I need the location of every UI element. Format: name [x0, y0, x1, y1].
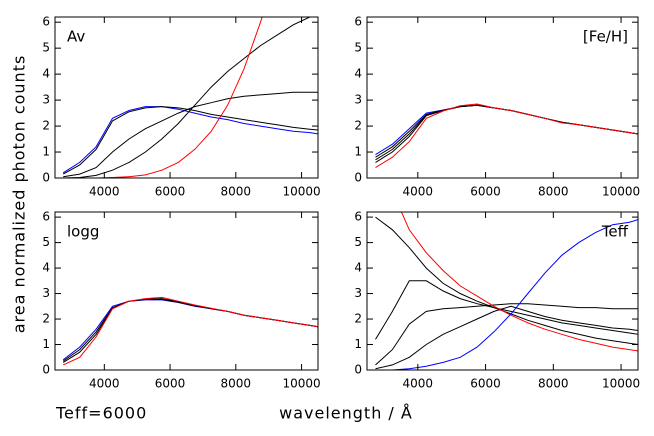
- spectrum-line: [63, 17, 312, 178]
- x-tick-label: 6000: [155, 377, 186, 391]
- annotation: Teff=6000: [55, 404, 147, 423]
- x-tick-label: 4000: [89, 377, 120, 391]
- y-tick-label: 0: [354, 363, 362, 377]
- y-tick-label: 6: [42, 210, 50, 224]
- x-tick-label: 4000: [403, 185, 434, 199]
- x-tick-label: 10000: [282, 185, 320, 199]
- spectrum-line: [63, 91, 318, 178]
- y-tick-label: 6: [354, 210, 362, 224]
- x-tick-label: 8000: [538, 377, 569, 391]
- plot-frame: [366, 211, 639, 371]
- plot-lines: [62, 17, 318, 178]
- x-tick-label: 10000: [602, 185, 640, 199]
- x-tick-label: 10000: [602, 377, 640, 391]
- y-tick-label: 3: [354, 93, 362, 107]
- y-tick-label: 5: [42, 235, 50, 249]
- y-tick-label: 6: [354, 15, 362, 29]
- y-tick-label: 5: [354, 235, 362, 249]
- y-axis-label: area normalized photon counts: [10, 55, 29, 334]
- spectrum-line: [62, 298, 318, 362]
- y-tick-label: 4: [42, 67, 50, 81]
- spectrum-line: [375, 303, 638, 366]
- spectrum-line: [375, 280, 638, 340]
- x-tick-label: 6000: [470, 377, 501, 391]
- plot-lines: [375, 212, 638, 370]
- x-tick-label: 4000: [89, 185, 120, 199]
- plot-frame: [366, 16, 639, 179]
- y-tick-label: 4: [42, 261, 50, 275]
- spectrum-line: [62, 106, 318, 175]
- spectrum-line: [62, 296, 318, 366]
- spectrum-line: [375, 305, 638, 370]
- y-tick-label: 0: [42, 171, 50, 185]
- y-tick-label: 1: [354, 145, 362, 159]
- plot-frame: [54, 16, 319, 179]
- plot-lines: [375, 103, 638, 169]
- spectrum-line: [375, 103, 638, 169]
- x-tick-label: 8000: [538, 185, 569, 199]
- x-tick-label: 4000: [403, 377, 434, 391]
- x-tick-label: 8000: [221, 185, 252, 199]
- spectrum-line: [375, 104, 638, 161]
- y-tick-label: 1: [354, 337, 362, 351]
- y-tick-label: 1: [42, 145, 50, 159]
- panel-title: logg: [67, 223, 99, 241]
- spectrum-line: [62, 298, 318, 363]
- panel-title: Teff: [601, 223, 629, 241]
- y-tick-label: 4: [354, 261, 362, 275]
- panel-title: Av: [67, 28, 85, 46]
- x-tick-label: 8000: [221, 377, 252, 391]
- y-tick-label: 3: [354, 286, 362, 300]
- plot-lines: [62, 296, 318, 366]
- spectrum-line: [400, 212, 638, 352]
- y-tick-label: 0: [42, 363, 50, 377]
- spectrum-line: [375, 104, 638, 158]
- y-tick-label: 3: [42, 286, 50, 300]
- x-tick-label: 6000: [470, 185, 501, 199]
- x-axis-label: wavelength / Å: [279, 404, 413, 423]
- x-tick-label: 6000: [155, 185, 186, 199]
- panel-title: [Fe/H]: [583, 28, 628, 46]
- spectrum-line: [62, 299, 318, 361]
- y-tick-label: 2: [42, 119, 50, 133]
- y-tick-label: 2: [42, 312, 50, 326]
- y-tick-label: 6: [42, 15, 50, 29]
- spectrum-line: [375, 219, 638, 370]
- y-tick-label: 1: [42, 337, 50, 351]
- plot-frame: [54, 211, 319, 371]
- y-tick-label: 5: [42, 41, 50, 55]
- spectrum-line: [63, 17, 263, 178]
- y-tick-label: 5: [354, 41, 362, 55]
- y-tick-label: 2: [354, 312, 362, 326]
- y-tick-label: 3: [42, 93, 50, 107]
- y-tick-label: 0: [354, 171, 362, 185]
- y-tick-label: 2: [354, 119, 362, 133]
- y-tick-label: 4: [354, 67, 362, 81]
- x-tick-label: 10000: [282, 377, 320, 391]
- spectrum-line: [62, 106, 318, 174]
